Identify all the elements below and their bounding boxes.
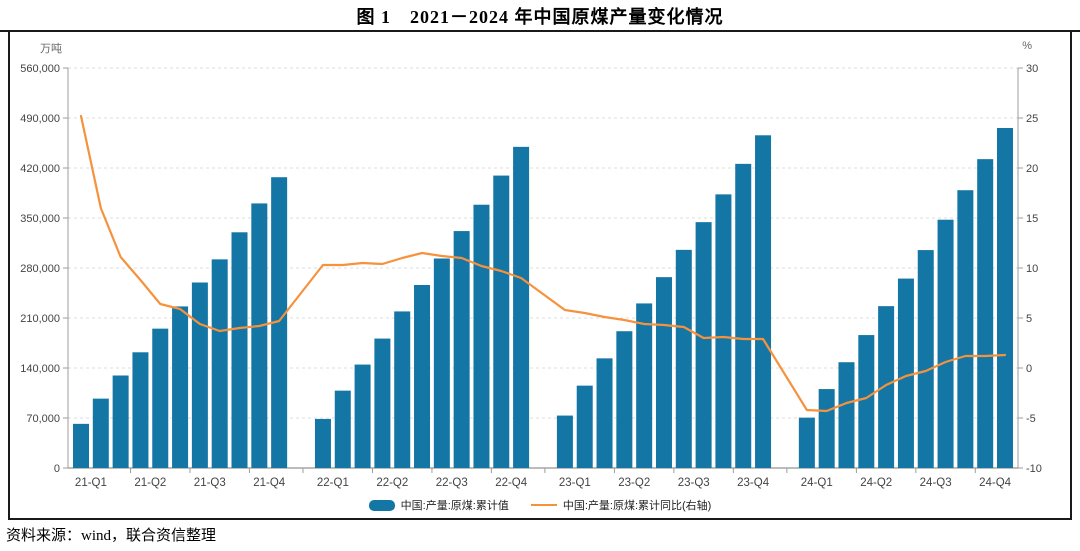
bar	[211, 259, 228, 468]
bar	[715, 194, 732, 468]
bar	[695, 222, 712, 468]
bar	[334, 390, 351, 468]
legend: 中国:产量:原煤:累计值 中国:产量:原煤:累计同比(右轴)	[10, 497, 1070, 513]
bar	[172, 306, 189, 468]
x-axis-tick-label: 22-Q4	[495, 477, 528, 489]
left-axis-tick-label: 560,000	[20, 63, 60, 75]
x-axis-tick-label: 21-Q2	[134, 477, 166, 489]
bar	[513, 146, 530, 468]
right-axis-tick-label: -5	[1026, 413, 1036, 425]
right-axis-tick-label: 5	[1026, 313, 1032, 325]
left-axis-tick-label: 350,000	[20, 213, 60, 225]
bar-series-label: 中国:产量:原煤:累计值	[400, 500, 509, 512]
bar	[838, 362, 855, 468]
bar	[957, 190, 974, 468]
x-axis-tick-label: 24-Q1	[801, 477, 833, 489]
bar	[755, 135, 772, 468]
line-series-label: 中国:产量:原煤:累计同比(右轴)	[562, 500, 712, 512]
chart-box: 万吨 % 0 70,000 140,000 210,000 280,000 350,000…	[8, 30, 1072, 520]
bar	[818, 389, 835, 468]
bar	[878, 306, 895, 468]
bar	[92, 398, 109, 468]
bar	[997, 128, 1013, 468]
right-axis-tick-label: 25	[1026, 113, 1038, 125]
bar-series-swatch-icon	[368, 499, 395, 511]
bar	[655, 277, 672, 468]
chart-title: 图 1 2021－2024 年中国原煤产量变化情况	[356, 7, 724, 27]
bar	[596, 358, 613, 468]
bar	[917, 250, 934, 468]
left-axis-unit-label: 万吨	[40, 43, 62, 55]
left-axis-tick-label: 0	[54, 463, 60, 475]
bar	[314, 418, 331, 468]
bar	[73, 423, 89, 468]
x-axis-tick-label: 23-Q1	[559, 477, 591, 489]
bar	[473, 204, 490, 468]
source-note: 资料来源：wind，联合资信整理	[6, 528, 217, 544]
bar	[858, 335, 875, 468]
bar	[374, 338, 391, 468]
x-axis-tick-label: 24-Q3	[920, 477, 952, 489]
x-axis-tick-label: 23-Q4	[737, 477, 770, 489]
x-axis-tick-label: 23-Q3	[678, 477, 710, 489]
bar	[675, 249, 692, 468]
x-axis-tick-label: 22-Q2	[376, 477, 408, 489]
bar	[152, 328, 169, 468]
right-axis-tick-label: 15	[1026, 213, 1038, 225]
bar	[937, 219, 954, 468]
left-axis-tick-label: 210,000	[20, 313, 60, 325]
bar	[433, 258, 450, 468]
bar	[798, 417, 815, 468]
bar	[556, 415, 573, 468]
right-axis-tick-label: 30	[1026, 63, 1038, 75]
bar	[271, 177, 288, 468]
right-axis-tick-label: 0	[1026, 363, 1032, 375]
x-axis-tick-label: 24-Q2	[860, 477, 892, 489]
bar	[394, 311, 411, 468]
line-series	[79, 114, 1007, 413]
x-axis-tick-label: 22-Q3	[436, 477, 468, 489]
right-axis-tick-label: 10	[1026, 263, 1038, 275]
bar	[897, 278, 914, 468]
left-axis-tick-label: 140,000	[20, 363, 60, 375]
bar	[251, 203, 268, 468]
bar	[112, 375, 129, 468]
bar	[576, 385, 593, 468]
line-series-swatch-icon	[530, 504, 557, 506]
bar	[414, 285, 431, 468]
legend-item-line-series: 中国:产量:原煤:累计同比(右轴)	[530, 497, 712, 513]
right-axis-tick-label: 20	[1026, 163, 1038, 175]
x-axis-tick-label: 24-Q4	[979, 477, 1012, 489]
left-axis-tick-label: 490,000	[20, 113, 60, 125]
bar	[636, 303, 653, 468]
bar	[453, 231, 470, 468]
x-axis-tick-label: 21-Q1	[75, 477, 107, 489]
left-axis-tick-label: 280,000	[20, 263, 60, 275]
plot-area: 0 70,000 140,000 210,000 280,000 350,000 420,0…	[20, 63, 1042, 489]
bar	[191, 282, 208, 468]
left-axis-tick-label: 70,000	[26, 413, 60, 425]
bar	[977, 159, 994, 468]
bar	[231, 232, 248, 468]
legend-item-bar-series: 中国:产量:原煤:累计值	[368, 497, 509, 513]
bar	[354, 364, 371, 468]
bar	[493, 175, 510, 469]
bar	[735, 163, 752, 468]
x-axis-tick-label: 21-Q3	[194, 477, 226, 489]
right-axis-tick-label: -10	[1026, 463, 1042, 475]
right-axis-unit-label: %	[1022, 40, 1032, 52]
bar	[616, 331, 633, 468]
x-axis-tick-label: 22-Q1	[317, 477, 349, 489]
x-axis-tick-label: 23-Q2	[618, 477, 650, 489]
left-axis-tick-label: 420,000	[20, 163, 60, 175]
bar	[132, 352, 149, 468]
x-axis-tick-label: 21-Q4	[253, 477, 286, 489]
